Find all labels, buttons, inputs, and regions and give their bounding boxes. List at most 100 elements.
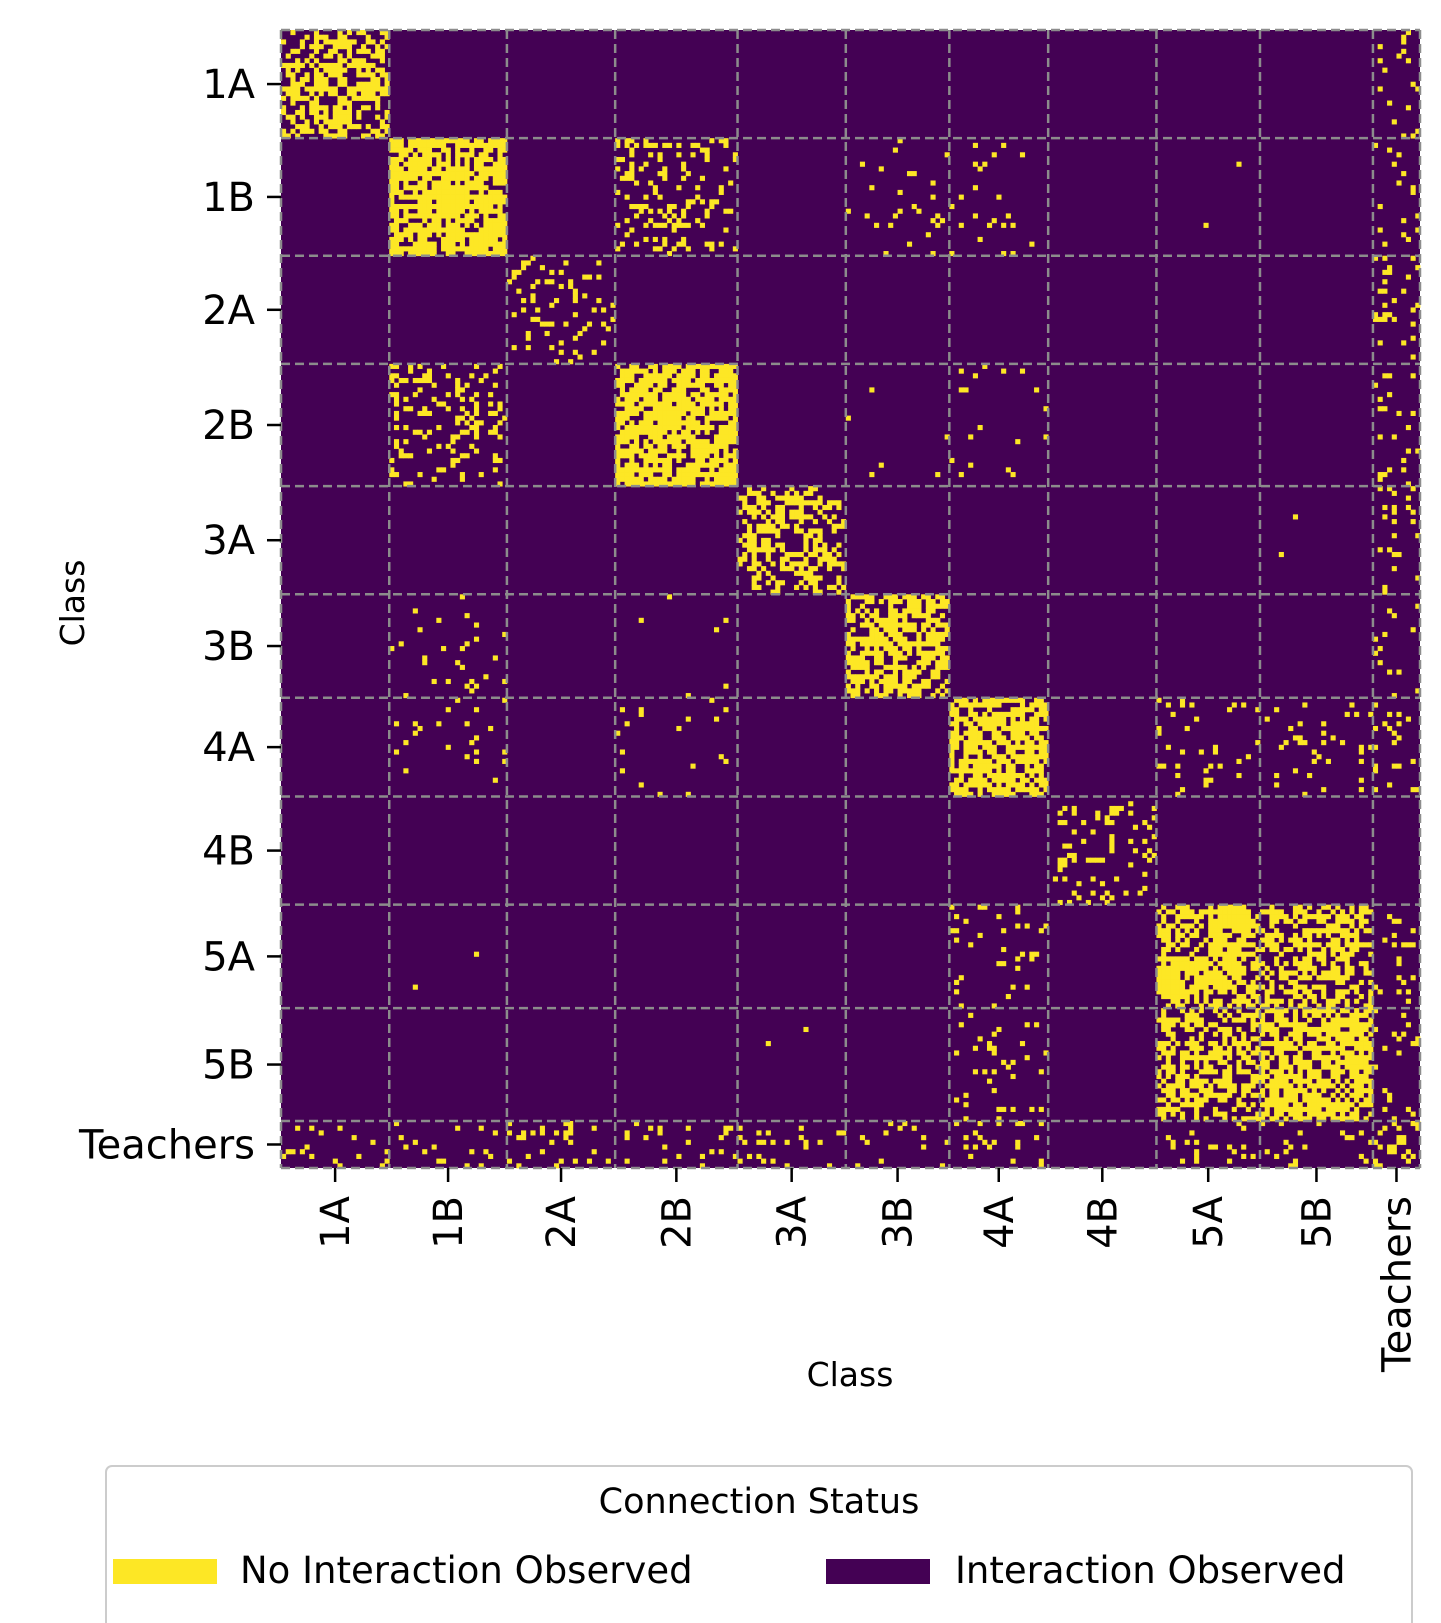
heatmap-cell <box>403 377 409 384</box>
heatmap-cell <box>676 472 682 478</box>
heatmap-cell <box>1415 688 1421 694</box>
heatmap-cell <box>676 448 682 454</box>
heatmap-cell <box>492 199 498 205</box>
heatmap-cell <box>699 401 705 407</box>
heatmap-cell <box>685 373 691 379</box>
heatmap-cell <box>464 175 470 181</box>
heatmap-cell <box>657 429 663 435</box>
heatmap-cell <box>1222 961 1228 967</box>
heatmap-cell <box>337 1125 343 1131</box>
heatmap-cell <box>403 218 409 224</box>
heatmap-cell <box>1259 946 1266 953</box>
heatmap-cell <box>1198 975 1204 981</box>
heatmap-cell <box>681 377 687 384</box>
heatmap-cell <box>1090 829 1096 835</box>
heatmap-cell <box>652 377 658 384</box>
heatmap-cell <box>1372 744 1379 750</box>
heatmap-cell <box>916 641 922 647</box>
heatmap-cell <box>850 636 856 642</box>
heatmap-cell <box>412 608 418 614</box>
heatmap-cell <box>1161 904 1167 910</box>
heatmap-cell <box>332 39 338 45</box>
heatmap-cell <box>699 396 705 402</box>
heatmap-cell <box>949 928 955 934</box>
heatmap-cell <box>389 236 395 243</box>
heatmap-cell <box>398 246 404 252</box>
heatmap-cell <box>605 1158 611 1164</box>
heatmap-cell <box>525 335 531 341</box>
heatmap-cell <box>681 453 687 459</box>
heatmap-cell <box>1019 777 1026 783</box>
heatmap-cell <box>464 199 470 205</box>
heatmap-cell <box>1245 928 1251 934</box>
heatmap-cell <box>1001 735 1007 741</box>
heatmap-cell <box>690 382 696 388</box>
heatmap-cell <box>751 561 757 567</box>
heatmap-cell <box>393 222 400 228</box>
heatmap-cell <box>281 105 287 111</box>
heatmap-cell <box>1057 867 1063 873</box>
heatmap-cell <box>784 500 790 506</box>
heatmap-cell <box>1184 1102 1190 1108</box>
heatmap-cell <box>859 664 866 670</box>
heatmap-cell <box>1269 1083 1275 1089</box>
heatmap-cell <box>1038 772 1044 779</box>
heatmap-cell <box>1015 754 1021 760</box>
heatmap-cell <box>1184 1041 1190 1047</box>
heatmap-cell <box>1363 1059 1369 1065</box>
heatmap-cell <box>1297 1111 1303 1117</box>
heatmap-cell <box>1090 876 1096 882</box>
heatmap-cell <box>1278 1055 1284 1061</box>
heatmap-cell <box>1292 768 1299 774</box>
heatmap-cell <box>845 415 851 421</box>
heatmap-cell <box>619 429 625 435</box>
heatmap-cell <box>450 166 456 172</box>
heatmap-cell <box>761 514 767 520</box>
heatmap-cell <box>671 425 677 431</box>
heatmap-cell <box>422 138 428 144</box>
heatmap-cell <box>1005 697 1011 703</box>
heatmap-cell <box>1062 805 1068 812</box>
heatmap-cell <box>1335 942 1341 948</box>
heatmap-cell <box>426 251 433 257</box>
heatmap-cell <box>1203 1088 1209 1094</box>
heatmap-cell <box>968 1012 974 1018</box>
heatmap-cell <box>949 749 955 755</box>
heatmap-cell <box>657 156 663 163</box>
heatmap-cell <box>690 472 696 478</box>
heatmap-cell <box>709 241 715 247</box>
heatmap-cell <box>1415 787 1421 793</box>
heatmap-cell <box>1396 1139 1402 1145</box>
heatmap-cell <box>318 44 324 50</box>
heatmap-cell <box>1410 410 1416 416</box>
heatmap-cell <box>469 740 475 746</box>
heatmap-cell <box>445 189 451 195</box>
heatmap-cell <box>1387 1144 1393 1150</box>
heatmap-cell <box>473 251 480 257</box>
heatmap-cell <box>1057 857 1063 863</box>
heatmap-cell <box>1170 994 1176 1000</box>
heatmap-cell <box>502 138 508 144</box>
heatmap-cell <box>488 171 494 177</box>
heatmap-cell <box>685 1139 691 1145</box>
heatmap-cell <box>1344 1055 1350 1061</box>
heatmap-cell <box>1184 989 1190 995</box>
heatmap-cell <box>723 453 729 459</box>
heatmap-cell <box>1156 763 1162 769</box>
heatmap-cell <box>883 251 889 257</box>
heatmap-cell <box>281 39 287 45</box>
heatmap-cell <box>1264 1097 1270 1103</box>
heatmap-cell <box>445 185 451 191</box>
heatmap-cell <box>685 401 691 407</box>
heatmap-cell <box>1344 1097 1350 1103</box>
heatmap-cell <box>1179 1158 1186 1164</box>
heatmap-cell <box>925 641 931 647</box>
heatmap-cell <box>488 429 494 435</box>
heatmap-cell <box>1175 975 1181 981</box>
heatmap-cell <box>874 660 880 666</box>
heatmap-cell <box>836 580 842 586</box>
heatmap-cell <box>897 636 903 642</box>
heatmap-cell <box>337 124 343 130</box>
heatmap-cell <box>450 462 456 468</box>
heatmap-cell <box>1179 1064 1186 1070</box>
